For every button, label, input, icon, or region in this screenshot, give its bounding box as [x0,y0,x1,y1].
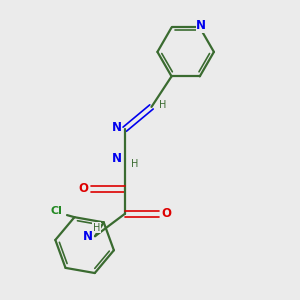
Text: N: N [196,20,206,32]
Text: O: O [78,182,88,195]
Text: N: N [111,121,122,134]
Text: H: H [93,223,100,233]
Text: H: H [159,100,166,110]
Text: H: H [131,159,139,169]
Text: O: O [161,207,171,220]
Text: N: N [111,152,122,165]
Text: Cl: Cl [51,206,62,216]
Text: N: N [82,230,93,243]
